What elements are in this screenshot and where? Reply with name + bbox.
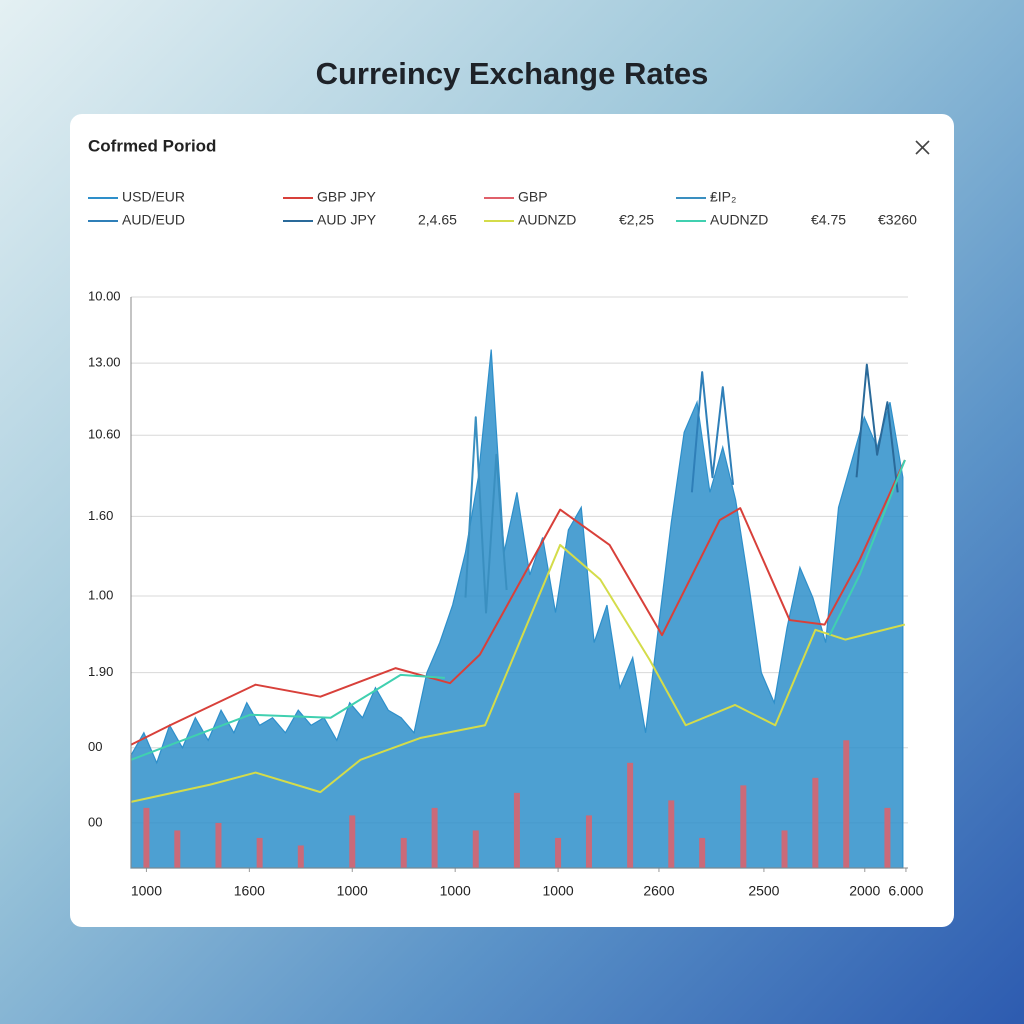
volume-bar [781,830,788,868]
legend-label: GBP [518,189,548,205]
legend-note: €2,25 [619,212,654,228]
volume-bar [699,837,706,868]
line [130,459,906,761]
legend-note: 2,4.65 [418,212,457,228]
y-tick-label: 10.00 [88,288,121,303]
volume-bar [472,830,479,868]
volume-bar [400,837,407,868]
volume-bar [668,800,675,868]
x-tick-label: 1000 [440,883,471,899]
plot: 10.00 13.00 10.60 1.60 1.00 1.90 00 00 1000 1600 1… [88,288,924,898]
x-tick-label: 6.000 [888,883,923,899]
volume-bar [431,807,438,868]
volume-bar [627,762,634,868]
volume-bar [812,777,819,868]
volume-bar [143,807,150,868]
x-tick-label: 1000 [131,883,162,899]
volume-bar [349,815,356,868]
line [464,416,508,614]
legend-label: AUD/EUD [122,212,185,228]
close-button[interactable] [915,140,930,155]
y-tick-label: 1.60 [88,508,113,523]
y-tick-label: 1.00 [88,587,113,602]
legend-label: AUDNZD [710,212,768,228]
x-tick-label: 1000 [337,883,368,899]
y-tick-label: 13.00 [88,355,121,370]
page-title: Curreincy Exchange Rates [316,56,709,91]
line [130,459,906,746]
modal-title: Cofrmed Poriod [88,136,216,155]
line [130,543,906,803]
volume-bar [256,837,263,868]
volume-bar [884,807,891,868]
legend-label: GBP JPY [317,189,377,205]
volume-bar [174,830,181,868]
volume-bar [843,740,850,868]
line [855,363,899,493]
x-tick-label: 1600 [234,883,265,899]
x-tick-label: 2600 [643,883,674,899]
legend-label: USD/EUR [122,189,185,205]
volume-bar [740,785,747,868]
x-tick-label: 2500 [748,883,779,899]
x-tick-label: 1000 [543,883,574,899]
legend-label: AUD JPY [317,212,377,228]
volume-bar [555,837,562,868]
legend-note: €3260 [878,212,917,228]
volume-bar [585,815,592,868]
volume-bar [513,792,520,868]
legend-note: €4.75 [811,212,846,228]
volume-bar [297,845,304,868]
volume-bar [215,822,222,868]
y-tick-label: 1.90 [88,664,113,679]
y-tick-label: 10.60 [88,427,121,442]
line [690,371,735,493]
x-tick-label: 2000 [849,883,880,899]
legend-label: AUDNZD [518,212,576,228]
y-tick-label: 00 [88,739,102,754]
legend-label: ₤IP₂ [710,189,736,205]
y-tick-label: 00 [88,814,102,829]
